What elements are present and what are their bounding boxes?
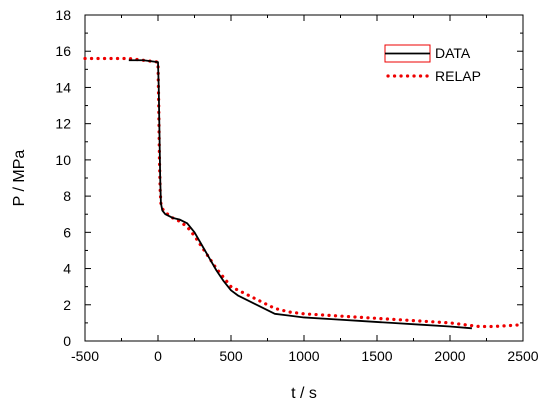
plot-frame bbox=[84, 14, 524, 342]
y-tick-label: 10 bbox=[55, 152, 71, 168]
x-tick-label: 1500 bbox=[361, 348, 392, 364]
series-line-data bbox=[128, 59, 472, 330]
x-tick-label: -500 bbox=[71, 348, 99, 364]
x-tick-label: 0 bbox=[154, 348, 162, 364]
x-tick-label: 1000 bbox=[288, 348, 319, 364]
y-tick-label: 8 bbox=[63, 188, 71, 204]
y-tick-label: 0 bbox=[63, 333, 71, 349]
y-tick-label: 14 bbox=[55, 79, 71, 95]
x-tick-label: 2000 bbox=[434, 348, 465, 364]
y-tick-label: 12 bbox=[55, 116, 71, 132]
legend: DATA RELAP bbox=[384, 44, 481, 84]
y-tick-label: 6 bbox=[63, 224, 71, 240]
y-tick-label: 18 bbox=[55, 7, 71, 23]
x-tick-label: 500 bbox=[219, 348, 243, 364]
x-axis-title: t / s bbox=[291, 385, 317, 402]
axis-ticks bbox=[84, 14, 524, 342]
y-axis-title: P / MPa bbox=[11, 150, 28, 207]
legend-data-label: DATA bbox=[435, 45, 471, 61]
x-tick-label: 2500 bbox=[507, 348, 538, 364]
legend-relap-label: RELAP bbox=[435, 68, 481, 84]
y-tick-label: 2 bbox=[63, 297, 71, 313]
series-line-relap bbox=[83, 56, 525, 329]
y-tick-label: 4 bbox=[63, 261, 71, 277]
series-layer bbox=[83, 56, 525, 330]
y-tick-label: 16 bbox=[55, 43, 71, 59]
